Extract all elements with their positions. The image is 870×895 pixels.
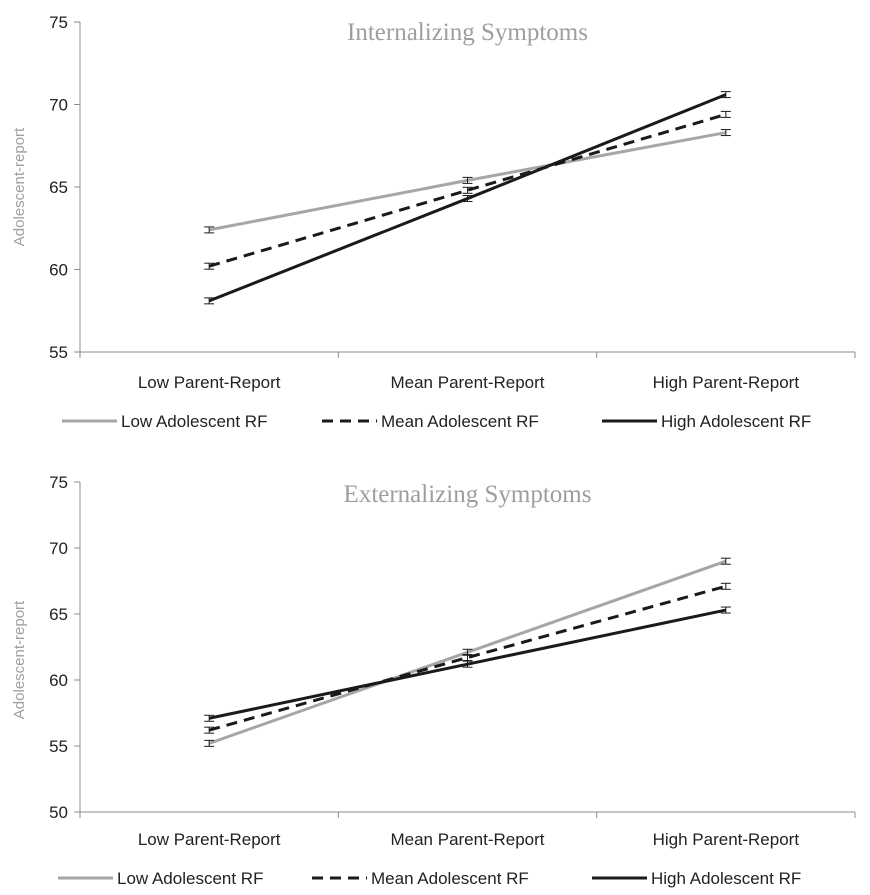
y-tick-label: 55 bbox=[49, 737, 68, 756]
legend-label-2: High Adolescent RF bbox=[651, 869, 801, 888]
x-tick-label: Mean Parent-Report bbox=[390, 373, 544, 392]
x-tick-label: Low Parent-Report bbox=[138, 830, 281, 849]
y-tick-label: 75 bbox=[49, 13, 68, 32]
y-tick-label: 50 bbox=[49, 803, 68, 822]
y-axis-label: Adolescent-report bbox=[11, 127, 28, 246]
y-tick-label: 75 bbox=[49, 473, 68, 492]
y-tick-label: 55 bbox=[49, 343, 68, 362]
x-tick-label: Mean Parent-Report bbox=[390, 830, 544, 849]
internalizing-chart: Internalizing Symptoms Adolescent-report 5… bbox=[11, 13, 856, 431]
x-tick-label: High Parent-Report bbox=[653, 373, 800, 392]
y-tick-label: 60 bbox=[49, 671, 68, 690]
x-tick-label: Low Parent-Report bbox=[138, 373, 281, 392]
legend-label-2: High Adolescent RF bbox=[661, 412, 811, 431]
externalizing-chart: Externalizing Symptoms Adolescent-report 5… bbox=[11, 473, 856, 888]
y-tick-label: 70 bbox=[49, 539, 68, 558]
y-axis-label: Adolescent-report bbox=[11, 600, 28, 719]
x-tick-label: High Parent-Report bbox=[653, 830, 800, 849]
legend-label-0: Low Adolescent RF bbox=[117, 869, 263, 888]
y-tick-label: 65 bbox=[49, 178, 68, 197]
legend-label-0: Low Adolescent RF bbox=[121, 412, 267, 431]
legend-label-1: Mean Adolescent RF bbox=[371, 869, 529, 888]
chart-title: Externalizing Symptoms bbox=[344, 481, 592, 508]
y-tick-label: 60 bbox=[49, 261, 68, 280]
legend-label-1: Mean Adolescent RF bbox=[381, 412, 539, 431]
y-tick-label: 65 bbox=[49, 605, 68, 624]
y-tick-label: 70 bbox=[49, 96, 68, 115]
chart-title: Internalizing Symptoms bbox=[347, 19, 588, 46]
